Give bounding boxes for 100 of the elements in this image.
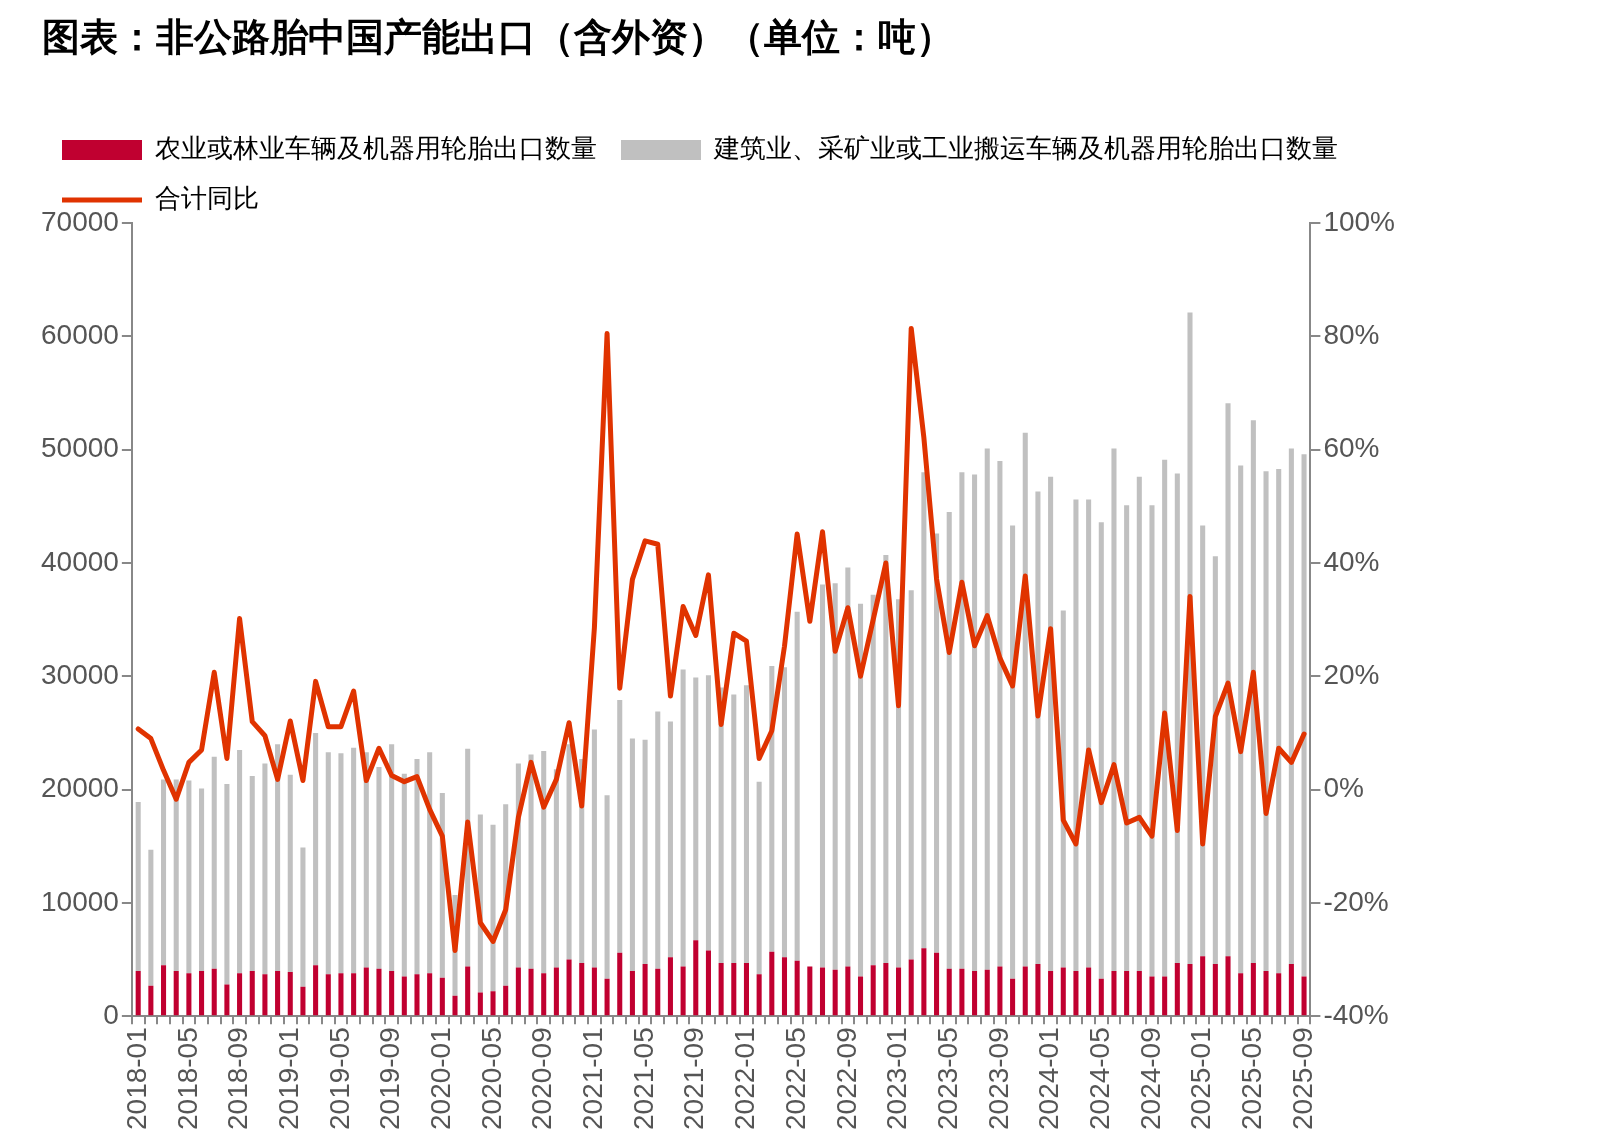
bar [1010, 978, 1016, 1016]
bar [173, 970, 179, 1016]
bar [845, 567, 851, 967]
x-tick-label: 2023-09 [982, 1027, 1014, 1131]
bar [1276, 973, 1282, 1016]
bar [617, 700, 623, 953]
bar [693, 677, 699, 941]
bar [401, 773, 407, 977]
bar [465, 966, 471, 1016]
x-tick-label: 2025-09 [1286, 1027, 1318, 1131]
bar [959, 968, 965, 1016]
bar [1010, 525, 1016, 979]
bar [1111, 448, 1117, 971]
bar [389, 744, 395, 971]
bar [275, 970, 281, 1016]
x-tick-label: 2019-09 [374, 1027, 406, 1131]
bar [1073, 499, 1079, 971]
bar [1073, 970, 1079, 1016]
y-tick-label: 70000 [40, 205, 119, 237]
bar [1048, 476, 1054, 971]
y2-tick-label: 0% [1323, 772, 1364, 804]
y2-tick-label: 100% [1323, 205, 1396, 237]
bar [313, 965, 319, 1016]
bar [946, 511, 952, 969]
bar [1098, 522, 1104, 979]
bar [857, 976, 864, 1016]
bar [1098, 978, 1104, 1016]
y-tick-label: 50000 [40, 432, 119, 464]
x-tick-label: 2024-01 [1033, 1027, 1065, 1131]
bar [313, 732, 319, 966]
y-tick-label: 20000 [40, 772, 119, 804]
bar [199, 970, 205, 1016]
bar [1250, 962, 1256, 1016]
bar [173, 779, 179, 971]
bar [984, 448, 990, 970]
bar [515, 967, 521, 1016]
x-tick-label: 2021-05 [627, 1027, 659, 1131]
bar [161, 965, 167, 1016]
x-tick-label: 2022-01 [729, 1027, 761, 1131]
bar [832, 969, 838, 1016]
bar [186, 780, 192, 974]
bar [756, 974, 762, 1016]
bar [1263, 471, 1269, 971]
x-tick-label: 2019-01 [272, 1027, 304, 1131]
bar [1060, 967, 1066, 1016]
bar [1048, 970, 1054, 1016]
bar [1136, 476, 1142, 971]
bar [224, 783, 230, 985]
bar [224, 984, 230, 1016]
bar [541, 973, 547, 1016]
x-tick-label: 2022-05 [779, 1027, 811, 1131]
x-tick-label: 2021-01 [577, 1027, 609, 1131]
bar [1200, 956, 1206, 1016]
bar [363, 967, 369, 1016]
bar [642, 739, 648, 965]
bar [832, 583, 838, 970]
bar [414, 759, 420, 975]
x-tick-label: 2021-09 [678, 1027, 710, 1131]
bar [591, 967, 597, 1016]
y-tick-label: 30000 [40, 659, 119, 690]
bar [896, 967, 902, 1016]
bar [972, 474, 978, 971]
bar [921, 472, 927, 949]
bar [1149, 976, 1155, 1016]
bar [743, 962, 749, 1016]
bar [604, 978, 610, 1016]
bar [528, 754, 534, 969]
bar [148, 849, 154, 986]
bar [1301, 454, 1307, 977]
x-tick-label: 2022-09 [830, 1027, 862, 1131]
bar [604, 795, 610, 979]
legend-label: 建筑业、采矿业或工业搬运车辆及机器用轮胎出口数量 [713, 132, 1338, 163]
bar [1136, 970, 1142, 1016]
x-tick-label: 2023-01 [881, 1027, 913, 1131]
bar [249, 776, 255, 971]
x-tick-label: 2023-05 [931, 1027, 963, 1131]
bar [1238, 465, 1244, 974]
y2-tick-label: 40% [1323, 545, 1380, 577]
bar [490, 991, 496, 1016]
bar [566, 959, 572, 1016]
y2-tick-label: -20% [1323, 885, 1389, 917]
bar [857, 603, 864, 977]
x-tick-label: 2018-05 [171, 1027, 203, 1131]
y-tick-label: 60000 [40, 319, 119, 351]
bar [743, 685, 749, 963]
y-tick-label: 10000 [40, 885, 119, 917]
bar [262, 763, 268, 975]
bar [300, 847, 306, 987]
bar [1124, 505, 1130, 971]
bar [870, 965, 876, 1016]
bar [984, 969, 990, 1016]
bar [452, 995, 458, 1016]
bar [883, 555, 889, 963]
bar [1086, 967, 1092, 1016]
bar [591, 729, 597, 968]
bar [1187, 964, 1193, 1016]
bar [211, 756, 217, 969]
bar [731, 962, 737, 1016]
bar [1301, 976, 1307, 1016]
bar [997, 460, 1003, 967]
